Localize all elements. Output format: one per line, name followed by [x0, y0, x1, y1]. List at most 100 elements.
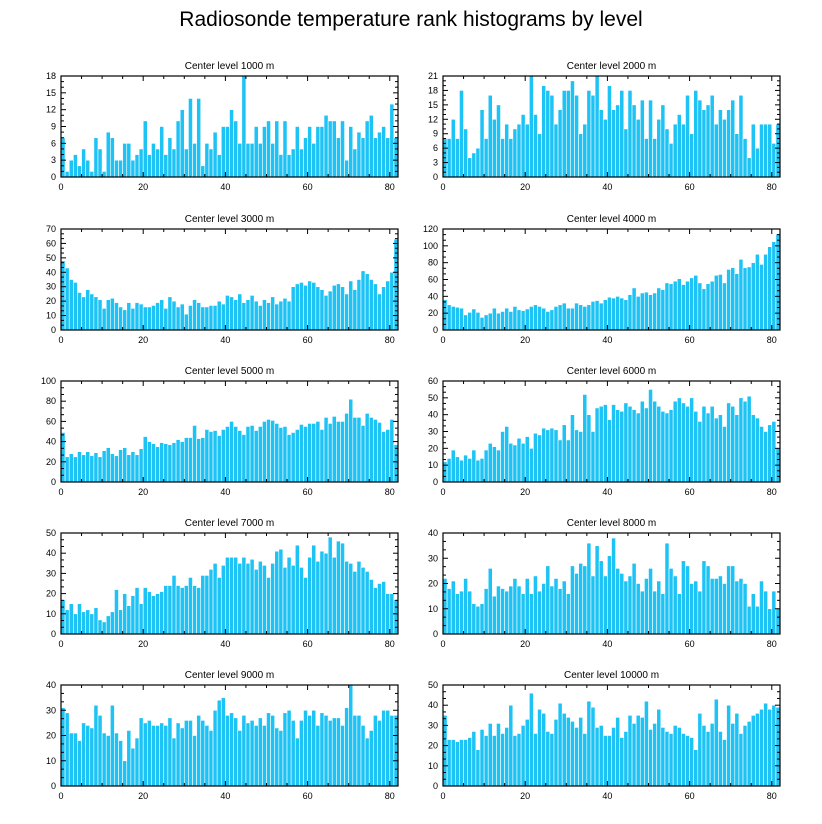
histogram-bar [664, 542, 670, 635]
histogram-bar [114, 302, 119, 331]
histogram-bar [183, 720, 189, 787]
histogram-bar [619, 737, 625, 787]
y-tick-label: 40 [428, 291, 438, 301]
histogram-bar [586, 542, 592, 635]
histogram-bar [635, 583, 641, 635]
histogram-bar [151, 443, 156, 483]
histogram-bar [557, 588, 563, 635]
histogram-bar [512, 128, 518, 178]
histogram-bar [196, 714, 202, 787]
histogram-bar [278, 730, 284, 787]
histogram-bar [492, 307, 497, 331]
histogram-bar [204, 725, 210, 787]
histogram-bar [570, 414, 575, 483]
histogram-bar [220, 126, 226, 178]
histogram-bar [759, 580, 764, 635]
histogram-bar [315, 126, 321, 178]
histogram-bar [327, 120, 333, 178]
main-title: Radiosonde temperature rank histograms b… [179, 8, 643, 31]
histogram-bar [270, 420, 276, 483]
y-tick-label: 70 [46, 224, 56, 234]
histogram-bar [352, 148, 358, 178]
histogram-bar [89, 613, 95, 635]
histogram-bar [216, 435, 222, 483]
histogram-bar [196, 302, 202, 331]
histogram-bar [323, 295, 329, 331]
histogram-bar [85, 289, 91, 331]
histogram-bar [110, 611, 115, 635]
histogram-bar [681, 402, 686, 483]
x-tick-label: 20 [520, 487, 530, 497]
histogram-bar [660, 289, 666, 331]
histogram-bar [561, 712, 567, 787]
x-tick-label: 0 [440, 335, 445, 345]
histogram-bar [553, 306, 559, 331]
histogram-bar [475, 459, 481, 483]
histogram-bar [274, 727, 280, 787]
histogram-bar [93, 296, 99, 331]
histogram-bar [574, 727, 579, 787]
x-tick-label: 40 [602, 182, 612, 192]
histogram-bar [138, 717, 144, 787]
histogram-bar [163, 443, 169, 483]
histogram-bar [681, 123, 686, 178]
histogram-bar [270, 296, 276, 331]
histogram-bar [114, 159, 119, 178]
histogram-bar [81, 454, 86, 483]
histogram-bar [545, 90, 551, 178]
histogram-bar [734, 712, 740, 787]
histogram-bar [323, 714, 329, 787]
histogram-bar [315, 286, 321, 331]
histogram-bar [722, 118, 727, 178]
histogram-bar [742, 583, 748, 635]
histogram-bar [175, 306, 181, 331]
histogram-bar [565, 439, 571, 483]
histogram-bar [549, 309, 555, 331]
y-tick-label: 40 [428, 410, 438, 420]
histogram-bar [266, 577, 271, 635]
histogram-bar [282, 120, 288, 178]
histogram-bar [299, 148, 304, 178]
histogram-bar [492, 118, 497, 178]
x-tick-label: 80 [385, 791, 395, 801]
histogram-bar [126, 605, 132, 635]
histogram-bar [155, 725, 160, 787]
histogram-bar [360, 270, 366, 331]
histogram-bar [685, 565, 690, 635]
histogram-bar [570, 565, 575, 635]
y-tick-label: 18 [428, 85, 438, 95]
x-tick-label: 40 [602, 791, 612, 801]
histogram-bar [163, 154, 169, 178]
histogram-bar [533, 304, 538, 331]
histogram-bar [656, 580, 662, 635]
histogram-bar [446, 304, 452, 331]
panel-9: Center level 9000 m 0 20 40 60 80 0 10 20 30 40 [46, 670, 399, 801]
histogram-bar [565, 90, 571, 178]
histogram-bar [60, 260, 66, 331]
panel-title: Center level 6000 m [567, 366, 657, 377]
histogram-bar [179, 109, 185, 178]
histogram-bar [631, 287, 637, 331]
histogram-bar [549, 94, 555, 178]
histogram-bar [668, 283, 674, 331]
histogram-bar [101, 732, 107, 787]
histogram-bar [594, 75, 600, 178]
histogram-bar [253, 126, 259, 178]
histogram-bar [648, 99, 653, 178]
histogram-bar [520, 725, 526, 787]
x-tick-label: 20 [138, 791, 148, 801]
histogram-bar [208, 569, 214, 635]
histogram-bar [360, 425, 366, 483]
histogram-bar [274, 550, 280, 635]
histogram-bar [344, 413, 349, 483]
histogram-bar [171, 148, 177, 178]
histogram-bar [504, 727, 510, 787]
histogram-bar [89, 455, 95, 483]
histogram-bar [607, 735, 612, 787]
histogram-bar [644, 138, 649, 178]
histogram-bar [541, 583, 547, 635]
histogram-bar [508, 138, 514, 178]
histogram-bar [122, 760, 128, 787]
histogram-bar [722, 739, 727, 787]
y-tick-label: 50 [428, 393, 438, 403]
